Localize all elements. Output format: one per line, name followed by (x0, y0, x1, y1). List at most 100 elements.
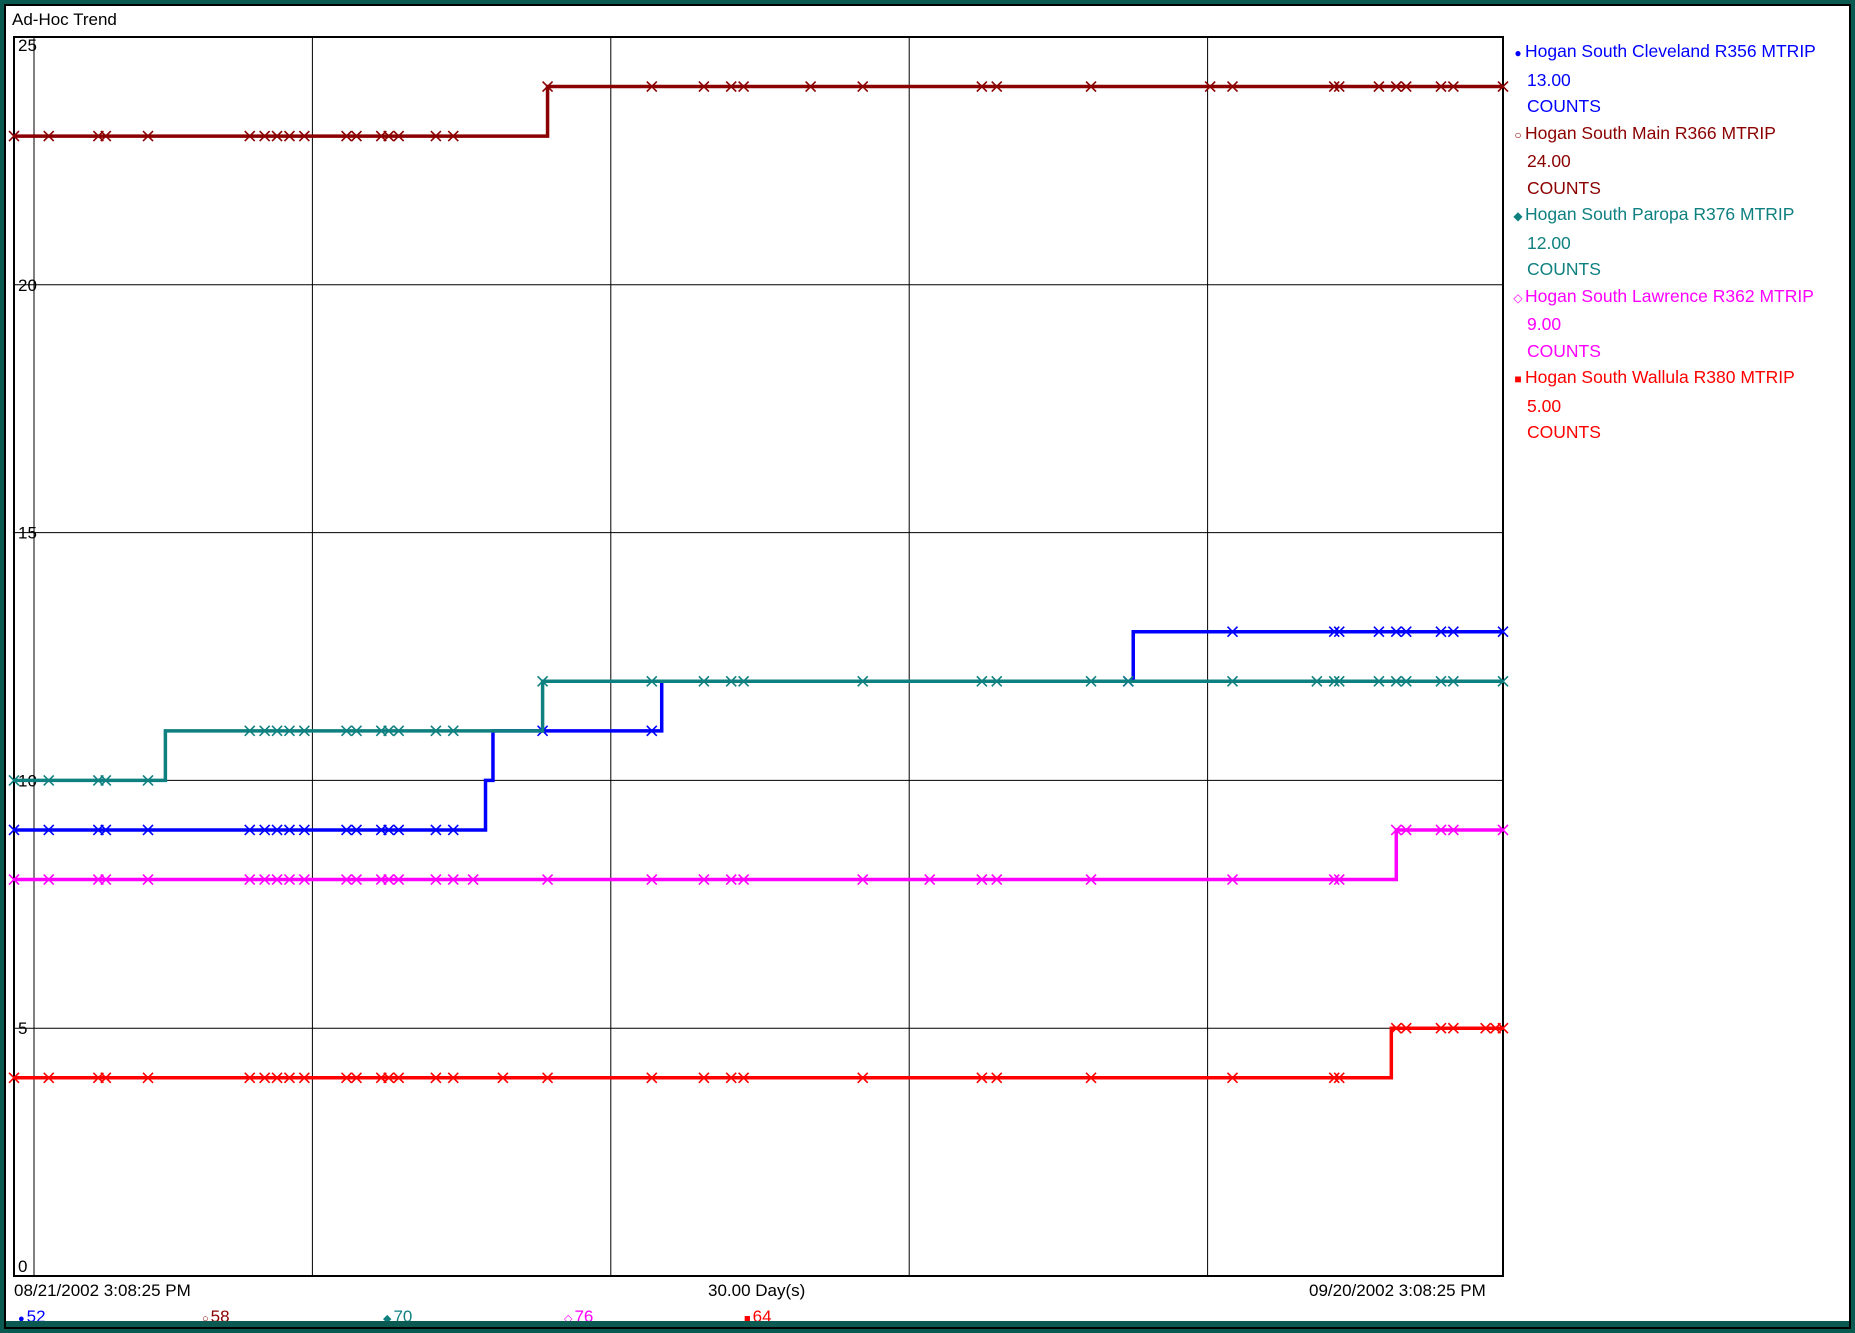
data-point-marker (991, 1072, 1003, 1084)
data-point-marker (430, 824, 442, 836)
data-point-marker (467, 873, 479, 886)
data-point-marker (1447, 626, 1459, 638)
data-point-marker (100, 824, 112, 836)
data-point-marker (1328, 675, 1340, 687)
legend-series-value: 24.00 (1527, 151, 1571, 171)
data-point-marker (340, 130, 353, 142)
data-point-marker (447, 130, 459, 142)
data-point-marker (976, 80, 988, 93)
data-point-marker (1400, 675, 1412, 687)
data-point-marker (1390, 1022, 1402, 1034)
legend-series-value: 9.00 (1527, 314, 1562, 334)
data-point-marker (698, 675, 710, 687)
data-point-marker (283, 130, 296, 142)
data-point-marker (8, 130, 20, 142)
open-diamond-icon: ◇ (564, 1313, 573, 1325)
data-point-marker (1226, 80, 1239, 93)
legend-series-name: Hogan South Main R366 MTRIP (1525, 122, 1776, 143)
data-point-marker (259, 824, 271, 836)
filled-square-icon: ■ (1514, 372, 1522, 386)
data-point-marker (271, 873, 283, 886)
legend-entry-wallula[interactable]: ■ Hogan South Wallula R380 MTRIP 5.00 COU… (1511, 364, 1851, 446)
data-point-marker (976, 675, 988, 687)
data-point-marker (8, 1072, 20, 1084)
data-point-marker (244, 130, 256, 142)
data-point-marker (991, 675, 1003, 687)
data-point-marker (298, 725, 310, 737)
data-point-marker (857, 1072, 869, 1084)
data-point-marker (430, 130, 442, 142)
legend-entry-paropa[interactable]: ◆ Hogan South Paropa R376 MTRIP 12.00 COU… (1511, 201, 1851, 283)
legend-entry-lawrence[interactable]: ◇ Hogan South Lawrence R362 MTRIP 9.00 CO… (1511, 283, 1851, 365)
data-point-marker (271, 1072, 283, 1084)
data-point-marker (393, 824, 405, 836)
x-axis-end-label: 09/20/2002 3:08:25 PM (1309, 1281, 1486, 1300)
legend-entry-main[interactable]: ○ Hogan South Main R366 MTRIP 24.00 COUNT… (1511, 120, 1851, 202)
window-title: Ad-Hoc Trend (12, 10, 117, 29)
legend-series-unit: COUNTS (1527, 422, 1601, 442)
data-point-marker (350, 725, 363, 737)
series-line-5 (14, 1026, 1503, 1080)
data-point-marker (283, 725, 296, 737)
data-point-marker (298, 1072, 310, 1084)
data-point-marker (991, 80, 1003, 93)
data-point-marker (857, 80, 869, 93)
data-point-marker (646, 80, 658, 93)
data-point-marker (1497, 824, 1509, 836)
data-point-marker (1435, 626, 1447, 638)
data-point-marker (698, 873, 710, 886)
data-point-marker (1333, 80, 1345, 93)
legend-series-value: 12.00 (1527, 232, 1571, 253)
legend-series-name: Hogan South Paropa R376 MTRIP (1525, 204, 1795, 224)
data-point-marker (1226, 873, 1239, 886)
legend-panel: ● Hogan South Cleveland R356 MTRIP 13.00 … (1511, 38, 1851, 446)
data-point-marker (142, 774, 154, 786)
data-point-marker (340, 725, 353, 737)
data-point-marker (8, 774, 20, 786)
data-point-marker (1497, 80, 1509, 93)
data-point-marker (340, 1072, 353, 1084)
data-point-marker (8, 873, 20, 886)
legend-entry-cleveland[interactable]: ● Hogan South Cleveland R356 MTRIP 13.00 … (1511, 38, 1851, 120)
data-point-marker (100, 130, 112, 142)
data-point-marker (350, 130, 363, 142)
data-point-marker (350, 873, 363, 886)
data-point-marker (142, 130, 154, 142)
data-point-marker (857, 675, 869, 687)
data-point-marker (725, 1072, 737, 1084)
data-point-marker (393, 873, 405, 886)
series-line-3 (14, 679, 1503, 783)
series-line-1 (14, 629, 1503, 832)
data-point-marker (350, 824, 363, 836)
legend-series-name: Hogan South Wallula R380 MTRIP (1525, 367, 1795, 387)
data-point-marker (430, 873, 442, 886)
legend-series-unit: COUNTS (1527, 340, 1601, 361)
data-point-marker (1373, 626, 1385, 638)
data-point-marker (805, 80, 817, 93)
y-tick-label: 5 (18, 1019, 27, 1038)
data-point-marker (976, 1072, 988, 1084)
data-point-marker (259, 1072, 271, 1084)
series-line-4 (14, 828, 1503, 882)
data-point-marker (725, 675, 737, 687)
data-point-marker (283, 1072, 296, 1084)
data-point-marker (1226, 626, 1239, 638)
data-point-marker (1497, 1022, 1509, 1034)
legend-series-name: Hogan South Lawrence R362 MTRIP (1525, 285, 1814, 306)
data-point-marker (298, 873, 310, 886)
data-point-marker (857, 873, 869, 886)
data-point-marker (271, 725, 283, 737)
filled-circle-icon: ● (1514, 46, 1522, 60)
data-point-marker (924, 873, 936, 886)
data-point-marker (1122, 675, 1134, 687)
legend-series-name: Hogan South Cleveland R356 MTRIP (1525, 41, 1816, 61)
data-point-marker (1435, 824, 1447, 836)
data-point-marker (738, 80, 750, 93)
data-point-marker (340, 824, 353, 836)
data-point-marker (340, 873, 353, 886)
legend-series-unit: COUNTS (1527, 177, 1601, 198)
data-point-marker (244, 824, 256, 836)
data-point-marker (8, 824, 20, 836)
data-point-marker (447, 1072, 459, 1084)
